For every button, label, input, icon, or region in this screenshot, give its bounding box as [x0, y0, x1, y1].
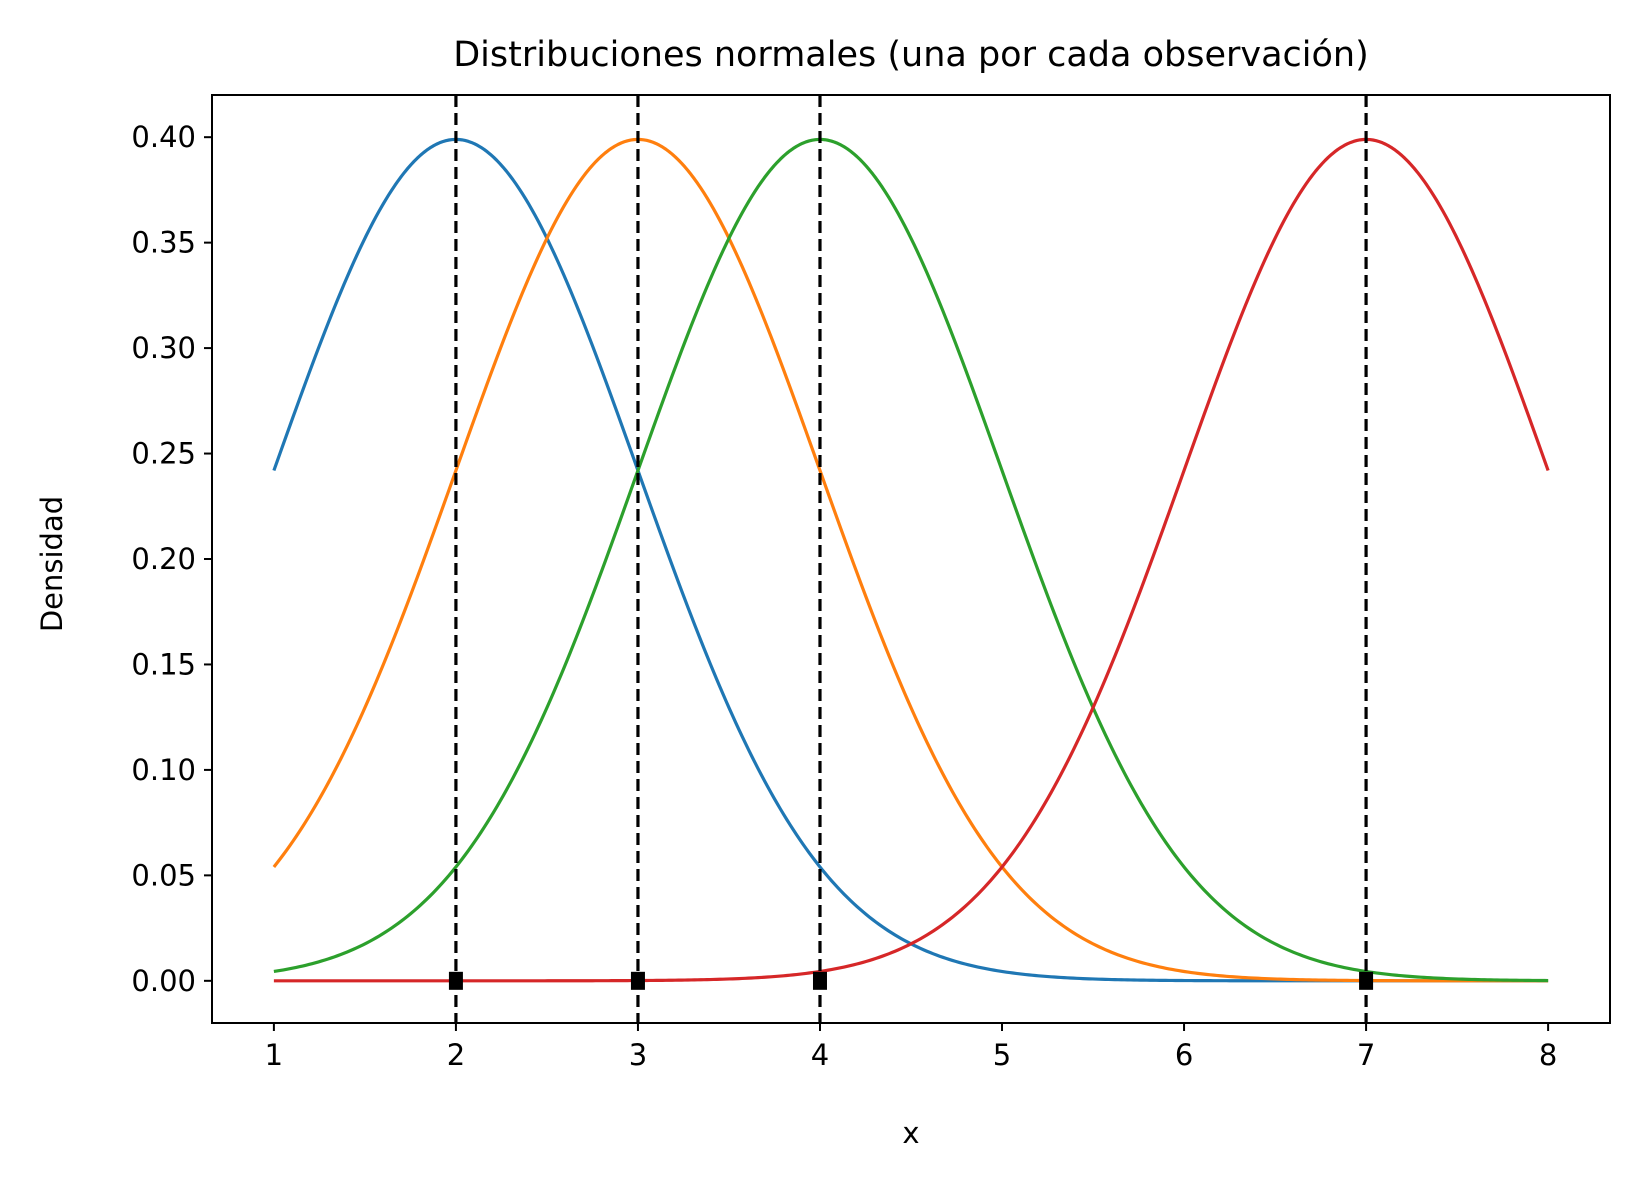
x-tick-label-1: 1 [265, 1038, 283, 1072]
chart-title: Distribuciones normales (una por cada ob… [453, 35, 1369, 75]
x-tick-label-6: 6 [1175, 1038, 1193, 1072]
x-tick-label-3: 3 [629, 1038, 647, 1072]
observation-marker-4 [1359, 971, 1374, 990]
y-tick-label-0.15: 0.15 [131, 647, 196, 681]
y-axis-label: Densidad [35, 496, 69, 632]
density-curve-4 [273, 137, 1550, 983]
x-tick-label-8: 8 [1539, 1038, 1557, 1072]
y-tick-label-0.00: 0.00 [131, 964, 196, 998]
y-tick-label-0.35: 0.35 [131, 226, 196, 260]
density-curve-3 [273, 137, 1549, 983]
y-tick-label-0.20: 0.20 [131, 542, 196, 576]
x-tick-label-7: 7 [1357, 1038, 1375, 1072]
y-axis: 0.00 0.05 0.10 0.15 0.20 0.25 0.30 0.35 0.40 [131, 120, 212, 998]
plot-area [272, 95, 1550, 1023]
x-axis-label: x [902, 1116, 919, 1150]
observation-marker-3 [812, 971, 827, 990]
x-tick-label-5: 5 [993, 1038, 1011, 1072]
x-tick-label-4: 4 [811, 1038, 829, 1072]
y-tick-label-0.25: 0.25 [131, 437, 196, 471]
y-tick-label-0.05: 0.05 [131, 858, 196, 892]
x-tick-label-2: 2 [447, 1038, 465, 1072]
observation-marker-1 [448, 971, 463, 990]
y-tick-label-0.40: 0.40 [131, 120, 196, 154]
x-axis: 1 2 3 4 5 6 7 8 [265, 1023, 1557, 1072]
density-curve-2 [272, 137, 1549, 983]
y-tick-label-0.30: 0.30 [131, 331, 196, 365]
observation-marker-2 [630, 971, 645, 990]
y-tick-label-0.10: 0.10 [131, 753, 196, 787]
